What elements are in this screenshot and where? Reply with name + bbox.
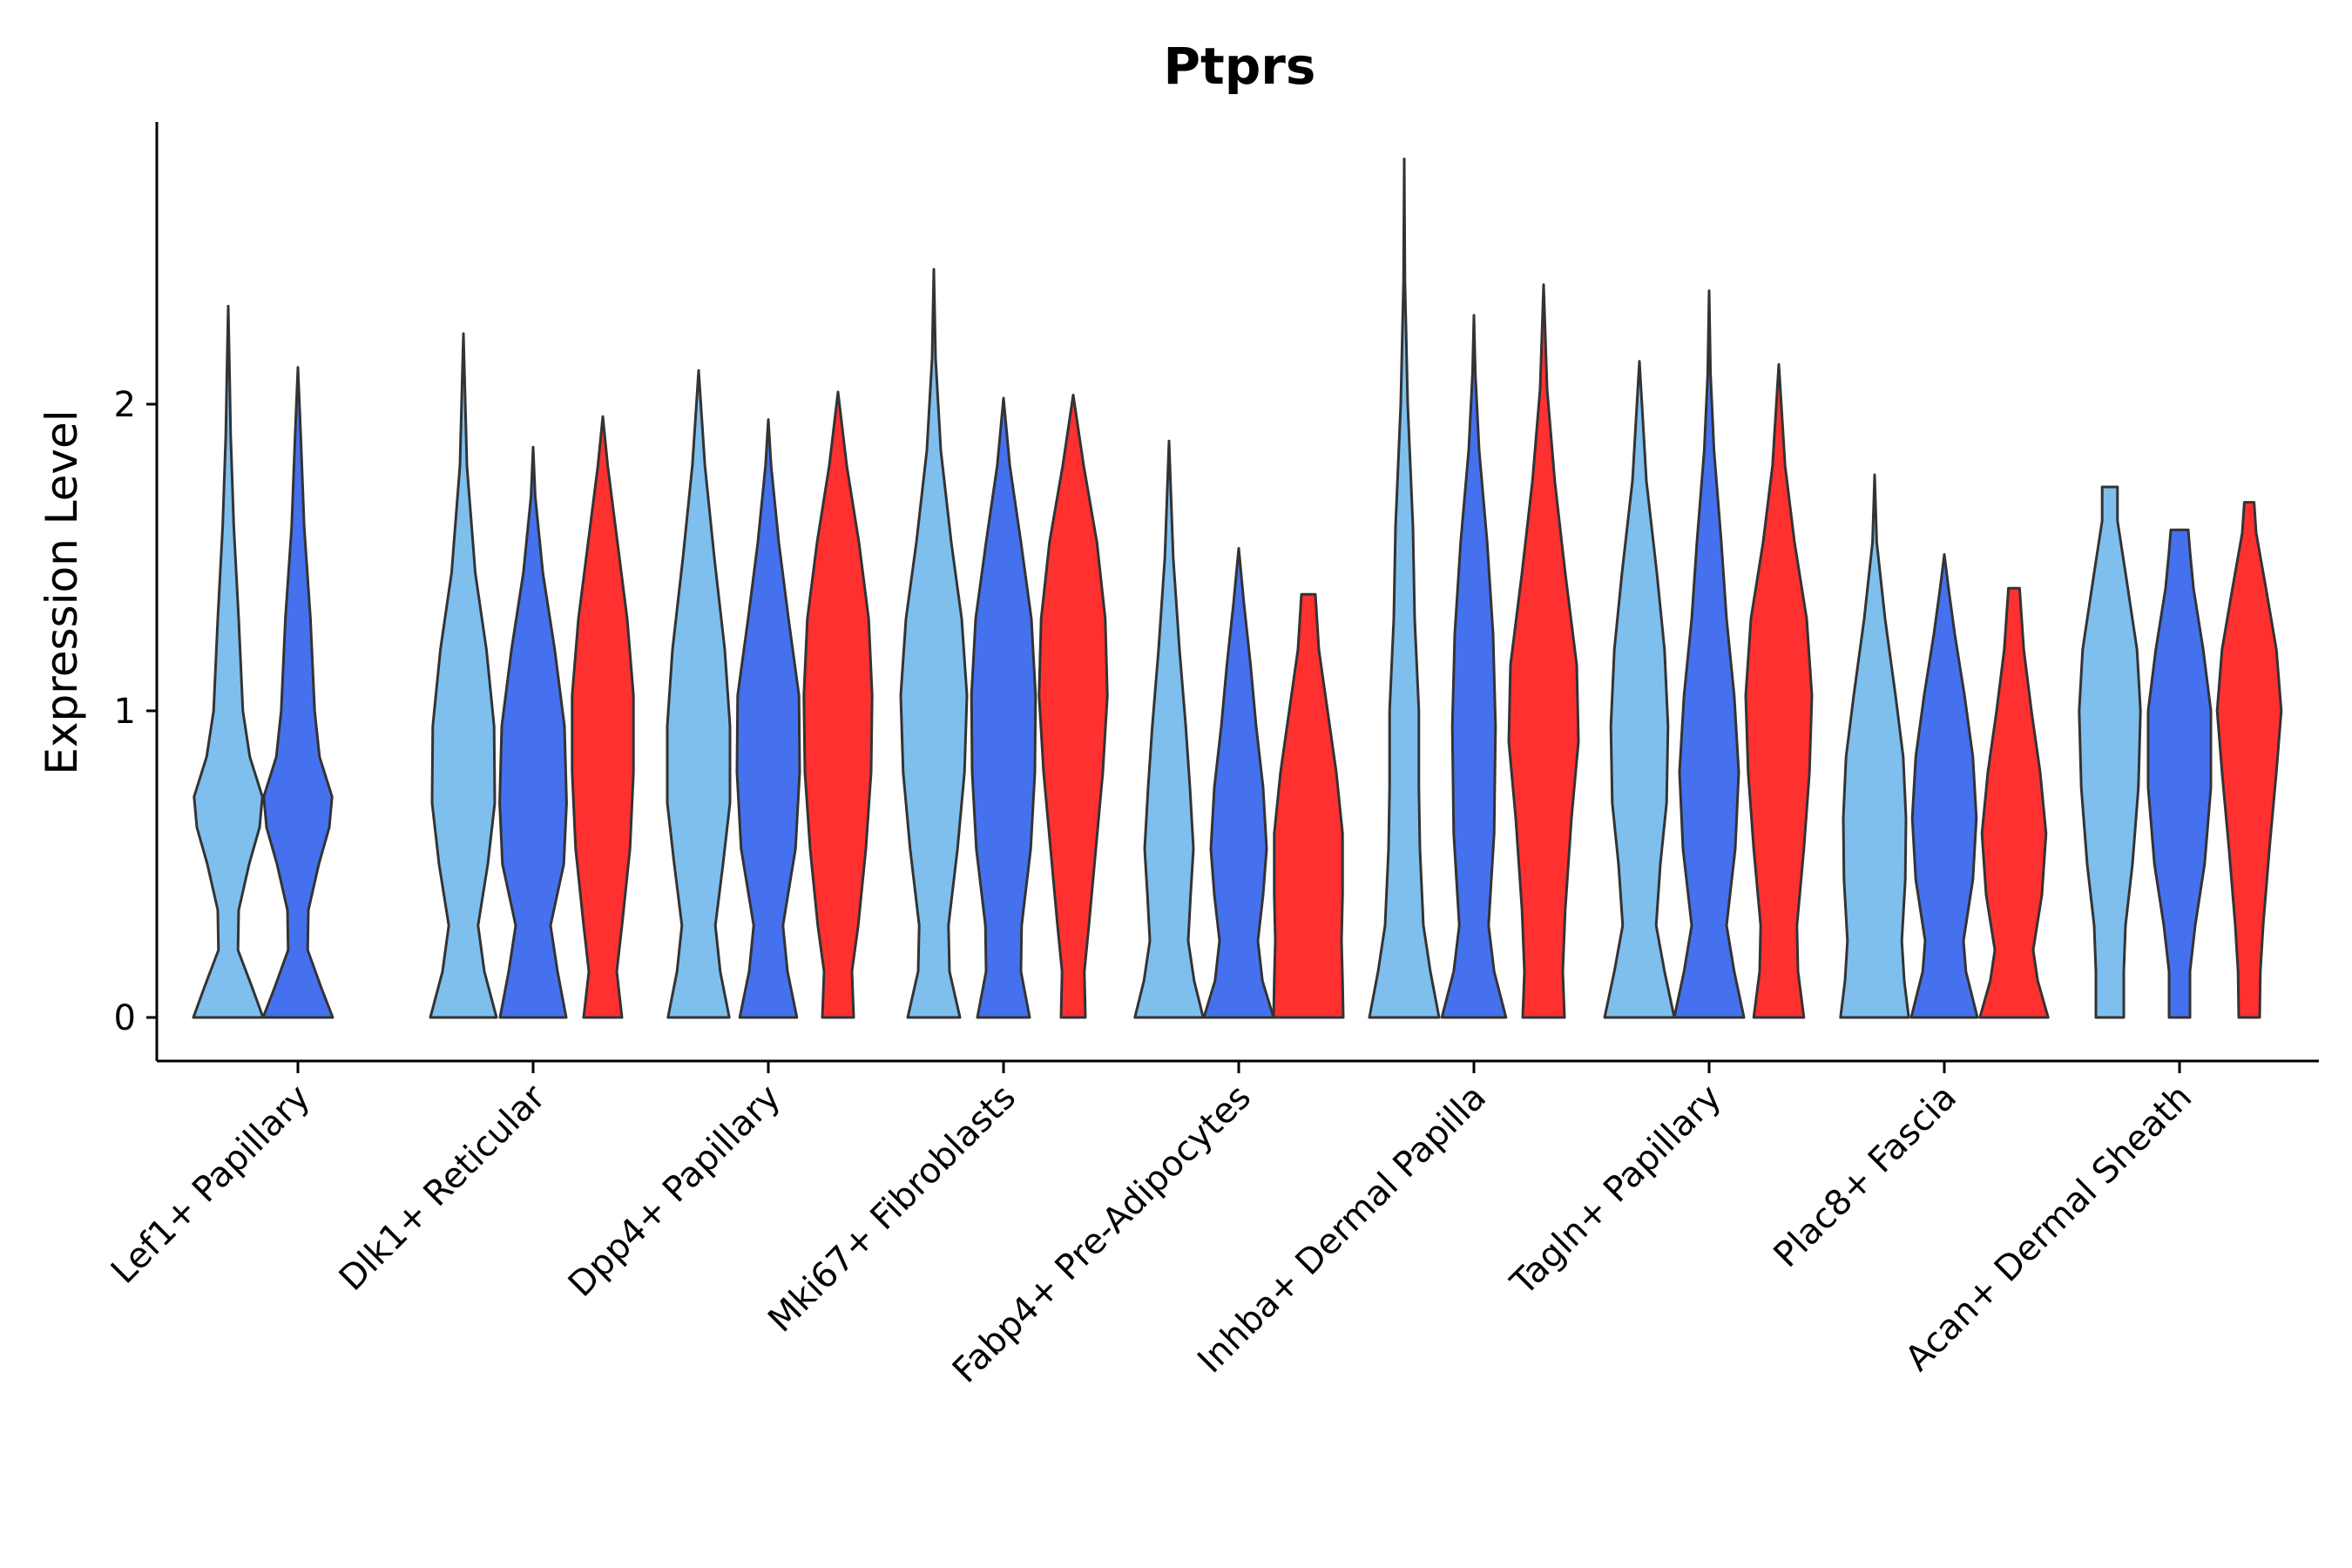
violin-8-1 (1839, 473, 1910, 1019)
violin-3-3 (802, 390, 874, 1019)
violin-6-3 (1507, 283, 1580, 1019)
x-category-label-1: Dlk1+ Reticular (332, 1077, 554, 1299)
tick-label-layer: 0 1 2 (114, 385, 136, 1038)
y-tick-label-0: 0 (114, 998, 136, 1038)
violin-5-2 (1202, 546, 1275, 1019)
violin-4-2 (970, 396, 1037, 1019)
violin-8-2 (1909, 553, 1979, 1019)
y-tick-label-2: 2 (114, 385, 136, 425)
violin-1-1 (192, 304, 265, 1019)
violin-3-2 (735, 418, 801, 1019)
violin-9-1 (2078, 485, 2142, 1019)
violin-2-3 (571, 415, 635, 1019)
category-label-layer: Lef1+ Papillary Dlk1+ Reticular Dpp4+ Papi… (104, 1077, 2200, 1391)
violin-4-1 (899, 267, 969, 1019)
violin-7-3 (1744, 362, 1814, 1019)
violin-5-3 (1272, 592, 1345, 1019)
violin-2-1 (429, 332, 498, 1019)
violin-layer (192, 157, 2283, 1019)
x-category-label-7: Plac8+ Fascia (1767, 1078, 1965, 1276)
x-category-label-6: Tagln+ Papillary (1503, 1078, 1729, 1304)
violin-1-2 (261, 366, 335, 1019)
violin-6-2 (1440, 314, 1508, 1019)
violin-7-2 (1673, 289, 1746, 1019)
violin-9-2 (2146, 528, 2213, 1019)
y-tick-label-1: 1 (114, 692, 136, 732)
x-category-label-0: Lef1+ Papillary (104, 1078, 318, 1292)
chart-title: Ptprs (1164, 37, 1316, 96)
violin-2-2 (498, 445, 568, 1019)
y-axis-label: Expression Level (37, 409, 87, 774)
violin-8-3 (1978, 586, 2050, 1019)
violin-7-1 (1603, 360, 1676, 1019)
violin-3-1 (666, 368, 732, 1019)
x-category-label-2: Dpp4+ Papillary (561, 1078, 788, 1305)
x-category-label-3: Mki67+ Fibroblasts (760, 1078, 1024, 1341)
violin-6-1 (1368, 157, 1441, 1019)
violin-4-3 (1037, 393, 1109, 1019)
axis-layer (146, 122, 2319, 1073)
violin-5-1 (1133, 439, 1205, 1019)
violin-9-3 (2215, 501, 2283, 1019)
